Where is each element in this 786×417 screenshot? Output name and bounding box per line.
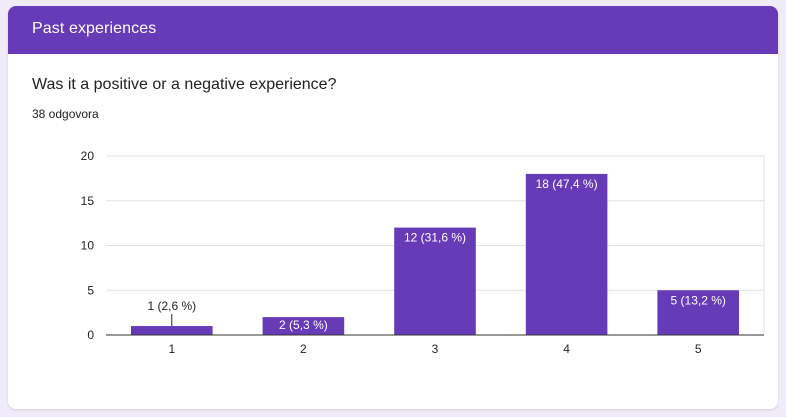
y-tick-label: 20 [81,149,95,163]
y-tick-label: 10 [81,239,95,253]
section-header: Past experiences [8,6,778,54]
data-label: 12 (31,6 %) [404,231,466,245]
bar [525,173,608,335]
data-labels: 1 (2,6 %) 2 (5,3 %) 12 (31,6 %) 18 (47,4 %)… [147,177,725,332]
x-tick-label: 3 [432,342,439,356]
data-label: 18 (47,4 %) [536,177,598,191]
data-label: 2 (5,3 %) [279,318,328,332]
bar [131,326,213,335]
response-count: 38 odgovora [32,107,99,121]
axes: 0 5 10 15 20 1 2 3 4 5 [81,149,764,356]
y-tick-label: 0 [87,328,94,342]
question-card: Past experiences Was it a positive or a … [8,6,778,409]
bar [262,317,345,335]
section-title: Past experiences [32,20,157,37]
data-label: 1 (2,6 %) [147,299,196,313]
data-label: 5 (13,2 %) [671,293,726,307]
bar [394,227,476,335]
bar [657,290,739,335]
question-title: Was it a positive or a negative experien… [32,76,337,93]
x-tick-label: 4 [563,342,570,356]
x-tick-label: 1 [168,342,175,356]
bar-chart: 0 5 10 15 20 1 2 3 4 5 1 (2,6 %) 2 (5,3 %) 12 (31,6… [81,149,765,356]
x-tick-label: 2 [300,342,307,356]
x-tick-label: 5 [695,342,702,356]
bars [131,173,739,335]
y-tick-label: 15 [81,194,95,208]
y-tick-label: 5 [87,283,94,297]
